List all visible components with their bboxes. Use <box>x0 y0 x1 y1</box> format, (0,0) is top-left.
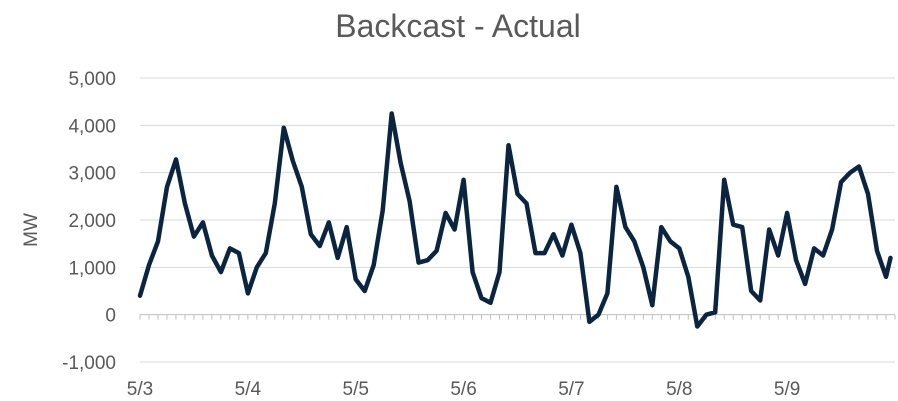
y-tick-label: 4,000 <box>68 116 116 137</box>
gridlines <box>139 77 896 363</box>
y-tick-label: 0 <box>105 306 116 327</box>
y-tick-label: 2,000 <box>68 211 116 232</box>
x-axis-ticks: 5/3 5/4 5/5 5/6 5/7 5/8 5/9 <box>127 379 801 400</box>
y-tick-label: 1,000 <box>68 258 116 279</box>
y-tick-label: -1,000 <box>62 353 116 374</box>
x-tick-label: 5/4 <box>235 379 262 400</box>
series-layer <box>137 111 893 329</box>
y-tick-label: 5,000 <box>68 69 116 90</box>
series-line <box>137 111 893 329</box>
x-tick-label: 5/9 <box>774 379 800 400</box>
chart-title: Backcast - Actual <box>335 8 580 44</box>
x-tick-label: 5/5 <box>343 379 369 400</box>
x-tick-label: 5/7 <box>558 379 584 400</box>
x-tick-label: 5/8 <box>666 379 692 400</box>
y-tick-label: 3,000 <box>68 164 116 185</box>
y-axis-label: MW <box>21 213 42 247</box>
y-axis-ticks: -1,000 0 1,000 2,000 3,000 4,000 5,000 <box>62 69 116 374</box>
x-tick-label: 5/3 <box>127 379 153 400</box>
x-tick-label: 5/6 <box>450 379 476 400</box>
